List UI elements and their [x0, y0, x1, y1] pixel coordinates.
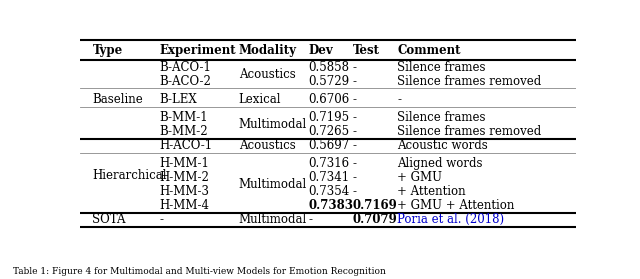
- Text: Multimodal: Multimodal: [239, 213, 307, 226]
- Text: -: -: [308, 213, 312, 226]
- Text: Silence frames removed: Silence frames removed: [397, 75, 541, 88]
- Text: 0.5729: 0.5729: [308, 75, 349, 88]
- Text: -: -: [353, 139, 357, 152]
- Text: -: -: [353, 157, 357, 170]
- Text: Experiment: Experiment: [159, 44, 236, 57]
- Text: H-MM-1: H-MM-1: [159, 157, 209, 170]
- Text: B-LEX: B-LEX: [159, 93, 197, 106]
- Text: Multimodal: Multimodal: [239, 118, 307, 131]
- Text: Table 1: Figure 4 for Multimodal and Multi-view Models for Emotion Recognition: Table 1: Figure 4 for Multimodal and Mul…: [13, 267, 386, 276]
- Text: 0.7354: 0.7354: [308, 185, 349, 198]
- Text: 0.7079: 0.7079: [353, 213, 397, 226]
- Text: B-ACO-1: B-ACO-1: [159, 61, 211, 74]
- Text: + GMU: + GMU: [397, 171, 442, 184]
- Text: -: -: [397, 93, 401, 106]
- Text: B-MM-2: B-MM-2: [159, 125, 208, 138]
- Text: Hierarchical: Hierarchical: [92, 169, 167, 182]
- Text: H-MM-3: H-MM-3: [159, 185, 209, 198]
- Text: Lexical: Lexical: [239, 93, 281, 106]
- Text: Acoustic words: Acoustic words: [397, 139, 488, 152]
- Text: 0.7169: 0.7169: [353, 199, 397, 212]
- Text: 0.7316: 0.7316: [308, 157, 349, 170]
- Text: Silence frames removed: Silence frames removed: [397, 125, 541, 138]
- Text: 0.7265: 0.7265: [308, 125, 349, 138]
- Text: B-MM-1: B-MM-1: [159, 111, 208, 124]
- Text: Silence frames: Silence frames: [397, 111, 486, 124]
- Text: 0.6706: 0.6706: [308, 93, 349, 106]
- Text: Type: Type: [92, 44, 123, 57]
- Text: Baseline: Baseline: [92, 93, 143, 106]
- Text: -: -: [353, 125, 357, 138]
- Text: 0.7341: 0.7341: [308, 171, 349, 184]
- Text: Test: Test: [353, 44, 380, 57]
- Text: Acoustics: Acoustics: [239, 139, 296, 152]
- Text: Modality: Modality: [239, 44, 297, 57]
- Text: + GMU + Attention: + GMU + Attention: [397, 199, 515, 212]
- Text: 0.5858: 0.5858: [308, 61, 349, 74]
- Text: Multimodal: Multimodal: [239, 178, 307, 191]
- Text: -: -: [353, 61, 357, 74]
- Text: -: -: [353, 111, 357, 124]
- Text: Aligned words: Aligned words: [397, 157, 483, 170]
- Text: 0.7383: 0.7383: [308, 199, 353, 212]
- Text: Acoustics: Acoustics: [239, 68, 296, 81]
- Text: -: -: [353, 185, 357, 198]
- Text: B-ACO-2: B-ACO-2: [159, 75, 211, 88]
- Text: H-MM-4: H-MM-4: [159, 199, 209, 212]
- Text: + Attention: + Attention: [397, 185, 466, 198]
- Text: H-MM-2: H-MM-2: [159, 171, 209, 184]
- Text: -: -: [353, 93, 357, 106]
- Text: 0.7195: 0.7195: [308, 111, 349, 124]
- Text: H-ACO-1: H-ACO-1: [159, 139, 212, 152]
- Text: -: -: [353, 171, 357, 184]
- Text: Dev: Dev: [308, 44, 333, 57]
- Text: Poria et al. (2018): Poria et al. (2018): [397, 213, 504, 226]
- Text: Comment: Comment: [397, 44, 461, 57]
- Text: Silence frames: Silence frames: [397, 61, 486, 74]
- Text: SOTA: SOTA: [92, 213, 126, 226]
- Text: 0.5697: 0.5697: [308, 139, 349, 152]
- Text: -: -: [159, 213, 163, 226]
- Text: -: -: [353, 75, 357, 88]
